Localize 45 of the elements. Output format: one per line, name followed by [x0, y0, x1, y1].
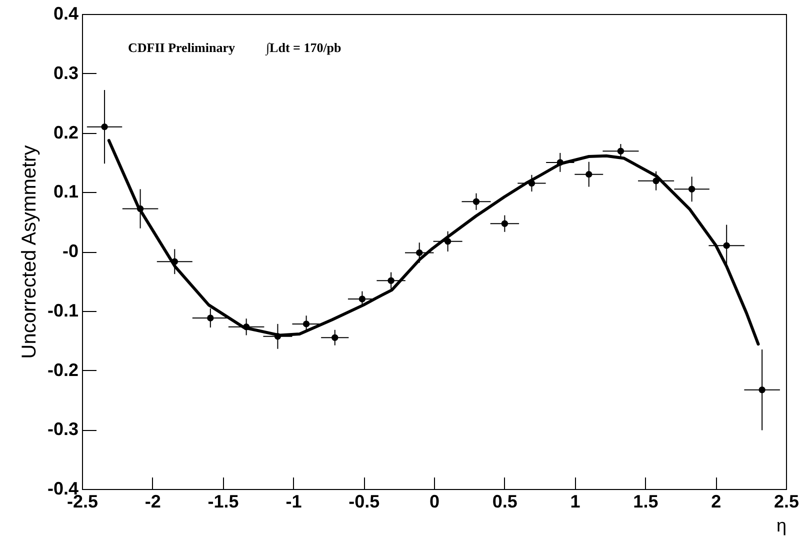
point — [444, 238, 452, 245]
point — [358, 296, 366, 302]
y-tick-label: 0.2 — [53, 122, 78, 142]
y-tick-label: -0.2 — [47, 360, 78, 380]
y-tick-label: -0 — [62, 241, 78, 261]
point — [556, 159, 564, 166]
x-tick-label: -2 — [144, 492, 161, 512]
point — [528, 180, 536, 187]
point — [501, 220, 508, 227]
point — [302, 320, 310, 328]
point — [274, 333, 282, 340]
x-axis-title: η — [776, 516, 786, 536]
point — [207, 314, 214, 322]
x-tick-label: 1.5 — [633, 492, 658, 512]
x-tick-label: 0.5 — [492, 492, 518, 512]
annotation: ∫Ldt = 170/pb — [265, 40, 342, 56]
y-tick-label: 0.1 — [53, 182, 78, 202]
x-tick-label: 0 — [429, 492, 440, 512]
y-tick-label: -0.3 — [47, 419, 78, 440]
point — [617, 148, 624, 155]
x-tick-label: -1.5 — [208, 492, 239, 512]
point — [171, 258, 178, 265]
line-series — [107, 138, 760, 346]
x-tick-label: 1 — [570, 492, 580, 512]
point — [688, 186, 696, 193]
point — [332, 334, 338, 341]
point — [101, 123, 108, 130]
y-tick-label: 0.4 — [53, 4, 78, 24]
point — [416, 249, 423, 256]
x-tick-label: -1 — [286, 492, 302, 512]
point — [242, 324, 250, 330]
point — [652, 177, 660, 184]
point — [758, 386, 766, 394]
point — [136, 205, 144, 212]
x-tick-label: -0.5 — [348, 492, 380, 512]
point — [388, 277, 394, 284]
y-axis-title: Uncorrected Asymmetry — [18, 145, 40, 359]
x-tick-label: 2.5 — [774, 492, 800, 512]
point — [586, 170, 592, 178]
annotation: CDFII Preliminary — [128, 40, 236, 55]
x-tick-label: 2 — [711, 492, 722, 512]
y-tick-label: 0.3 — [53, 62, 78, 83]
point — [723, 242, 730, 249]
y-tick-label: -0.1 — [47, 300, 78, 320]
point — [472, 198, 480, 205]
